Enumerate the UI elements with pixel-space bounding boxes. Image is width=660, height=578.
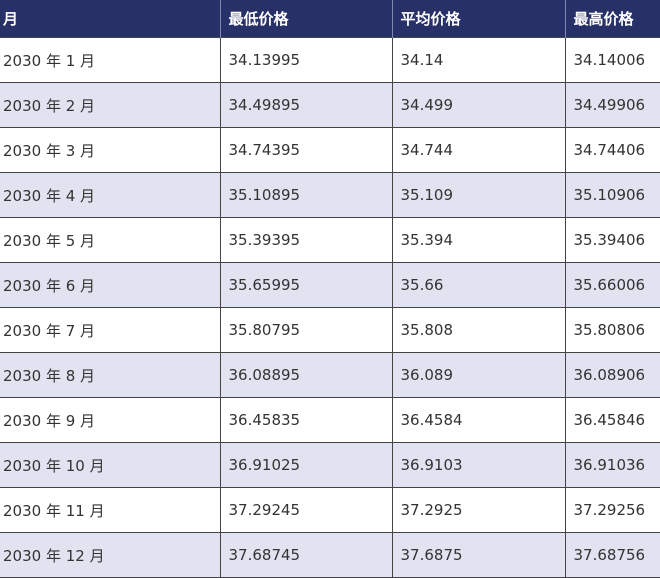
price-cell: 35.39406 [564, 217, 660, 263]
month-cell: 2030 年 11 月 [0, 487, 221, 533]
price-cell: 35.65995 [219, 262, 393, 308]
header-cell: 最低价格 [219, 0, 392, 38]
month-cell: 2030 年 10 月 [0, 442, 221, 488]
table-row: 2030 年 10 月 36.91025 36.9103 36.91036 [0, 442, 660, 488]
month-cell: 2030 年 12 月 [0, 532, 221, 578]
table-row: 2030 年 6 月 35.65995 35.66 35.66006 [0, 262, 660, 308]
month-cell: 2030 年 4 月 [0, 172, 221, 218]
table-head: 月最低价格 平均价格 最高价格 [0, 0, 660, 38]
table-row: 2030 年 11 月 37.29245 37.2925 37.29256 [0, 487, 660, 533]
table-row: 2030 年 8 月 36.08895 36.089 36.08906 [0, 352, 660, 398]
month-cell: 2030 年 6 月 [0, 262, 221, 308]
table-row: 2030 年 5 月 35.39395 35.394 35.39406 [0, 217, 660, 263]
price-cell: 34.14006 [564, 37, 660, 83]
price-cell: 35.109 [391, 172, 566, 218]
price-cell: 35.66 [391, 262, 566, 308]
month-cell: 2030 年 7 月 [0, 307, 221, 353]
price-cell: 34.744 [391, 127, 566, 173]
price-cell: 35.394 [391, 217, 566, 263]
table-row: 2030 年 7 月 35.80795 35.808 35.80806 [0, 307, 660, 353]
price-cell: 34.14 [391, 37, 566, 83]
header-row: 月最低价格 平均价格 最高价格 [0, 0, 660, 38]
price-cell: 37.29256 [564, 487, 660, 533]
table-row: 2030 年 3 月 34.74395 34.744 34.74406 [0, 127, 660, 173]
month-cell: 2030 年 2 月 [0, 82, 221, 128]
price-cell: 36.4584 [391, 397, 566, 443]
header-cell: 月 [0, 0, 220, 38]
price-cell: 34.49895 [219, 82, 393, 128]
price-cell: 34.13995 [219, 37, 393, 83]
price-cell: 35.80795 [219, 307, 393, 353]
price-cell: 35.10906 [564, 172, 660, 218]
header-cell: 平均价格 [391, 0, 565, 38]
month-cell: 2030 年 1 月 [0, 37, 221, 83]
price-cell: 37.2925 [391, 487, 566, 533]
month-cell: 2030 年 8 月 [0, 352, 221, 398]
price-cell: 37.29245 [219, 487, 393, 533]
header-cell: 最高价格 [564, 0, 660, 38]
price-cell: 35.80806 [564, 307, 660, 353]
month-cell: 2030 年 9 月 [0, 397, 221, 443]
price-cell: 35.66006 [564, 262, 660, 308]
price-cell: 35.39395 [219, 217, 393, 263]
price-cell: 36.91025 [219, 442, 393, 488]
price-cell: 37.68756 [564, 532, 660, 578]
table-row: 2030 年 12 月 37.68745 37.6875 37.68756 [0, 532, 660, 578]
price-cell: 36.08906 [564, 352, 660, 398]
price-cell: 36.08895 [219, 352, 393, 398]
table-row: 2030 年 1 月 34.13995 34.14 34.14006 [0, 37, 660, 83]
price-cell: 34.49906 [564, 82, 660, 128]
price-cell: 34.499 [391, 82, 566, 128]
month-cell: 2030 年 5 月 [0, 217, 221, 263]
price-cell: 35.10895 [219, 172, 393, 218]
table-row: 2030 年 4 月 35.10895 35.109 35.10906 [0, 172, 660, 218]
month-cell: 2030 年 3 月 [0, 127, 221, 173]
price-cell: 36.45846 [564, 397, 660, 443]
price-cell: 35.808 [391, 307, 566, 353]
table-body: 2030 年 1 月 34.13995 34.14 34.14006 2030 年 2 … [0, 37, 660, 578]
price-cell: 34.74406 [564, 127, 660, 173]
price-cell: 34.74395 [219, 127, 393, 173]
price-cell: 36.45835 [219, 397, 393, 443]
price-cell: 36.9103 [391, 442, 566, 488]
table-row: 2030 年 9 月 36.45835 36.4584 36.45846 [0, 397, 660, 443]
price-cell: 36.089 [391, 352, 566, 398]
price-cell: 36.91036 [564, 442, 660, 488]
price-cell: 37.68745 [219, 532, 393, 578]
price-cell: 37.6875 [391, 532, 566, 578]
table-row: 2030 年 2 月 34.49895 34.499 34.49906 [0, 82, 660, 128]
